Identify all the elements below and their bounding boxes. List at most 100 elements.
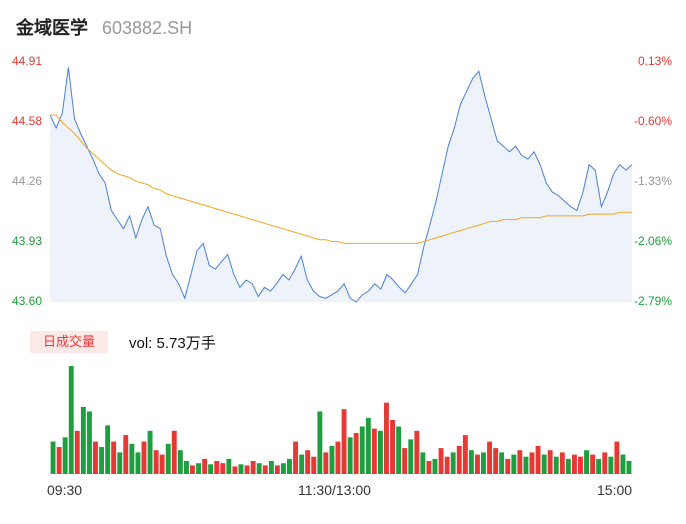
- volume-bar: [475, 454, 480, 474]
- volume-bar: [535, 445, 541, 474]
- volume-bar: [62, 437, 68, 474]
- volume-bar: [426, 461, 432, 474]
- volume-bar: [184, 461, 189, 474]
- time-midday: 11:30/13:00: [298, 482, 371, 498]
- volume-bar: [468, 450, 474, 474]
- volume-bar: [620, 454, 626, 474]
- volume-bar: [74, 430, 80, 474]
- volume-bar: [578, 456, 583, 474]
- volume-bar: [565, 458, 571, 474]
- volume-bar: [547, 450, 553, 474]
- volume-bar: [232, 466, 238, 474]
- volume-bar: [250, 461, 256, 474]
- volume-bar: [432, 458, 438, 474]
- price-line: [49, 67, 633, 303]
- price-tick: 44.26: [12, 174, 43, 188]
- volume-bar: [202, 458, 208, 474]
- volume-bar: [559, 452, 565, 474]
- volume-bar: [323, 452, 329, 474]
- header: 金域医学 603882.SH: [16, 14, 192, 38]
- volume-bar: [438, 448, 444, 474]
- volume-bar: [99, 447, 104, 474]
- time-open: 09:30: [47, 482, 83, 498]
- stock-name: 金域医学: [16, 18, 88, 38]
- volume-bar: [493, 448, 499, 474]
- volume-bar: [614, 441, 620, 474]
- volume-bar: [487, 441, 492, 474]
- volume-label: vol: 5.73万手: [129, 335, 216, 352]
- volume-bar: [481, 452, 486, 474]
- volume-bar: [517, 450, 523, 474]
- volume-bar: [499, 452, 505, 474]
- volume-bar: [541, 454, 547, 474]
- volume-bar: [262, 465, 268, 474]
- volume-bar: [196, 463, 201, 474]
- volume-bar: [129, 443, 135, 474]
- volume-tag[interactable]: 日成交量: [30, 331, 108, 353]
- volume-bar: [117, 452, 123, 474]
- volume-bar: [147, 430, 153, 474]
- volume-bar: [450, 452, 456, 474]
- volume-bar: [305, 450, 311, 474]
- volume-bar: [529, 452, 535, 474]
- volume-bar: [402, 448, 408, 474]
- volume-bar: [378, 430, 383, 474]
- volume-bar: [572, 454, 577, 474]
- volume-bar: [135, 452, 141, 474]
- volume-bar: [220, 463, 226, 474]
- volume-bar: [111, 441, 117, 474]
- volume-bar: [238, 464, 244, 474]
- volume-bar: [268, 461, 274, 474]
- volume-bar: [341, 409, 347, 474]
- volume-bar: [444, 456, 450, 474]
- volume-bar: [87, 411, 92, 474]
- volume-bar: [68, 366, 74, 474]
- volume-bar: [420, 452, 426, 474]
- volume-bar: [299, 454, 305, 474]
- volume-bar: [553, 456, 559, 474]
- volume-bar: [596, 458, 602, 474]
- volume-bar: [505, 458, 511, 474]
- price-tick: 43.93: [12, 234, 43, 248]
- volume-bar: [584, 450, 589, 474]
- volume-bar: [365, 417, 371, 474]
- volume-bar: [171, 430, 177, 474]
- pct-tick: -2.79%: [633, 294, 672, 308]
- volume-bar: [384, 402, 389, 474]
- volume-bar: [590, 454, 596, 474]
- price-tick: 43.60: [12, 294, 43, 308]
- volume-bar: [626, 461, 632, 474]
- volume-bar: [141, 441, 147, 474]
- volume-bar: [208, 464, 214, 474]
- pct-tick: -1.33%: [633, 174, 672, 188]
- volume-bar: [371, 428, 377, 474]
- volume-bar: [414, 430, 420, 474]
- price-tick: 44.58: [12, 114, 43, 128]
- volume-bar: [214, 461, 220, 474]
- volume-bar: [317, 411, 323, 474]
- price-area: [50, 67, 632, 302]
- volume-bar: [462, 435, 468, 474]
- volume-bar: [190, 465, 195, 474]
- volume-bar: [123, 435, 129, 474]
- volume-bar: [50, 441, 56, 474]
- volume-bar: [523, 456, 529, 474]
- volume-bar: [293, 441, 298, 474]
- volume-bar: [311, 456, 317, 474]
- stock-code: 603882.SH: [102, 18, 193, 38]
- volume-bar: [335, 441, 341, 474]
- volume-bar: [93, 441, 98, 474]
- volume-bar: [256, 463, 262, 474]
- price-tick: 44.91: [12, 54, 43, 68]
- volume-bar: [347, 437, 353, 474]
- volume-bar: [177, 450, 183, 474]
- time-close: 15:00: [597, 482, 633, 498]
- pct-tick: -0.60%: [633, 114, 672, 128]
- volume-bar: [159, 454, 165, 474]
- volume-bar: [329, 445, 335, 474]
- volume-bar: [456, 445, 462, 474]
- volume-bar: [244, 465, 250, 474]
- volume-bar: [105, 425, 111, 474]
- volume-bar: [287, 458, 292, 474]
